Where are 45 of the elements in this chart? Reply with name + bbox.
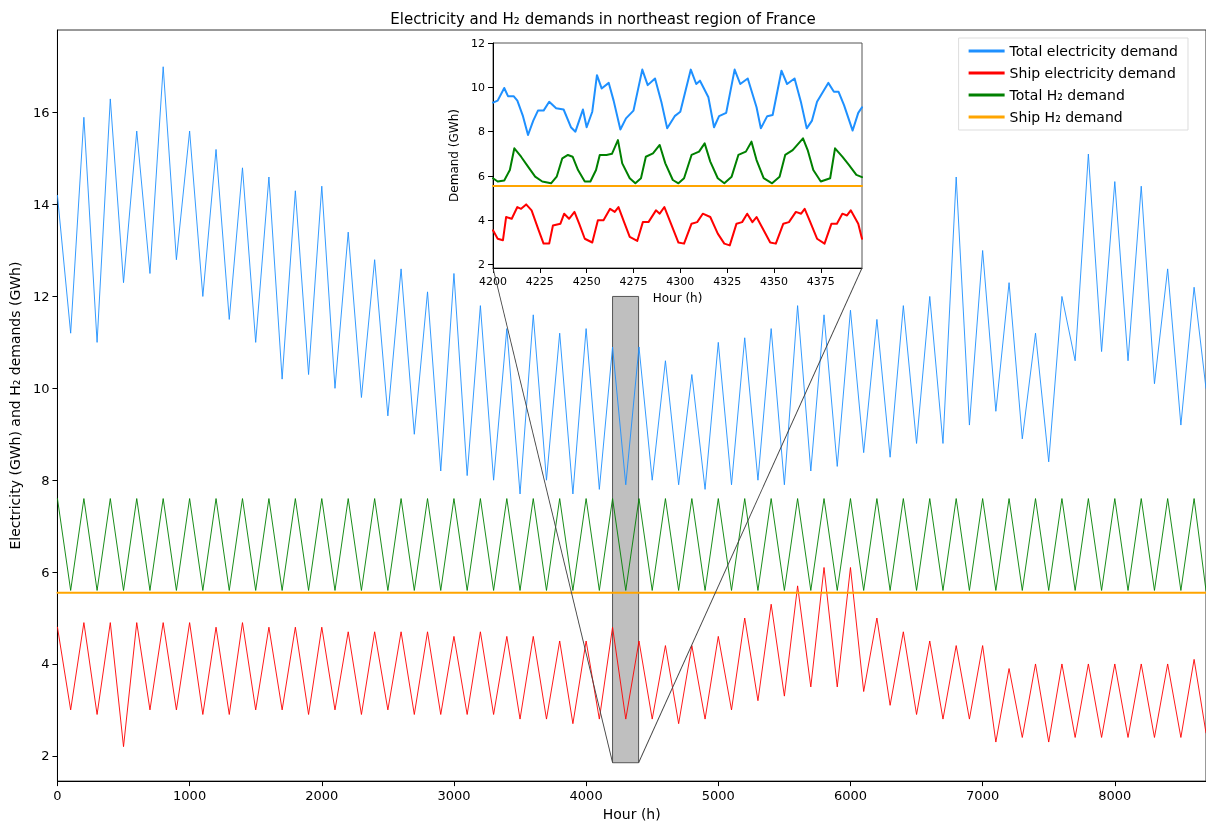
line-series [492, 68, 863, 136]
legend-label: Total electricity demand [1008, 43, 1179, 59]
legend-label: Total H₂ demand [1008, 87, 1125, 103]
x-tick-label: 1000 [173, 788, 207, 804]
x-tick-label: 4275 [619, 275, 648, 288]
x-tick-label: 7000 [966, 788, 1000, 804]
y-tick-label: 12 [471, 36, 485, 50]
x-tick-label: 0 [53, 788, 62, 804]
x-tick-label: 4250 [572, 275, 601, 288]
y-tick-label: 6 [41, 564, 50, 580]
x-tick-label: 4325 [713, 275, 742, 288]
y-axis-title: Demand (GWh) [447, 109, 462, 202]
y-tick-label: 4 [478, 213, 485, 227]
y-tick-label: 12 [32, 288, 50, 304]
y-tick-label: 10 [32, 380, 50, 396]
x-tick-label: 4225 [525, 275, 554, 288]
y-tick-label: 2 [41, 748, 50, 764]
x-tick-label: 4300 [666, 275, 695, 288]
x-tick-label: 4200 [479, 275, 507, 288]
line-series [56, 567, 1206, 748]
x-tick-label: 8000 [1098, 788, 1132, 804]
line-series [56, 66, 1206, 495]
chart-title: Electricity and H₂ demands in northeast region of France [390, 9, 816, 28]
x-tick-label: 4000 [569, 788, 603, 804]
legend-label: Ship H₂ demand [1009, 109, 1123, 125]
line-series [492, 137, 863, 185]
x-tick-label: 2000 [305, 788, 339, 804]
y-axis-title: Electricity (GWh) and H₂ demands (GWh) [7, 261, 23, 550]
x-tick-label: 5000 [701, 788, 735, 804]
x-axis-title: Hour (h) [602, 806, 661, 822]
line-series [492, 203, 863, 247]
y-tick-label: 6 [478, 169, 485, 183]
legend-label: Ship electricity demand [1009, 65, 1176, 81]
x-tick-label: 6000 [833, 788, 868, 804]
y-tick-label: 2 [478, 258, 485, 272]
y-tick-label: 16 [32, 105, 50, 121]
x-tick-label: 4375 [806, 275, 835, 288]
x-tick-label: 3000 [437, 788, 471, 804]
y-tick-label: 8 [41, 472, 50, 488]
x-axis-title: Hour (h) [652, 290, 703, 305]
y-tick-label: 4 [41, 656, 50, 672]
y-tick-label: 10 [471, 80, 485, 94]
y-tick-label: 8 [478, 125, 485, 139]
x-tick-label: 4350 [759, 275, 788, 288]
y-tick-label: 14 [32, 197, 50, 213]
